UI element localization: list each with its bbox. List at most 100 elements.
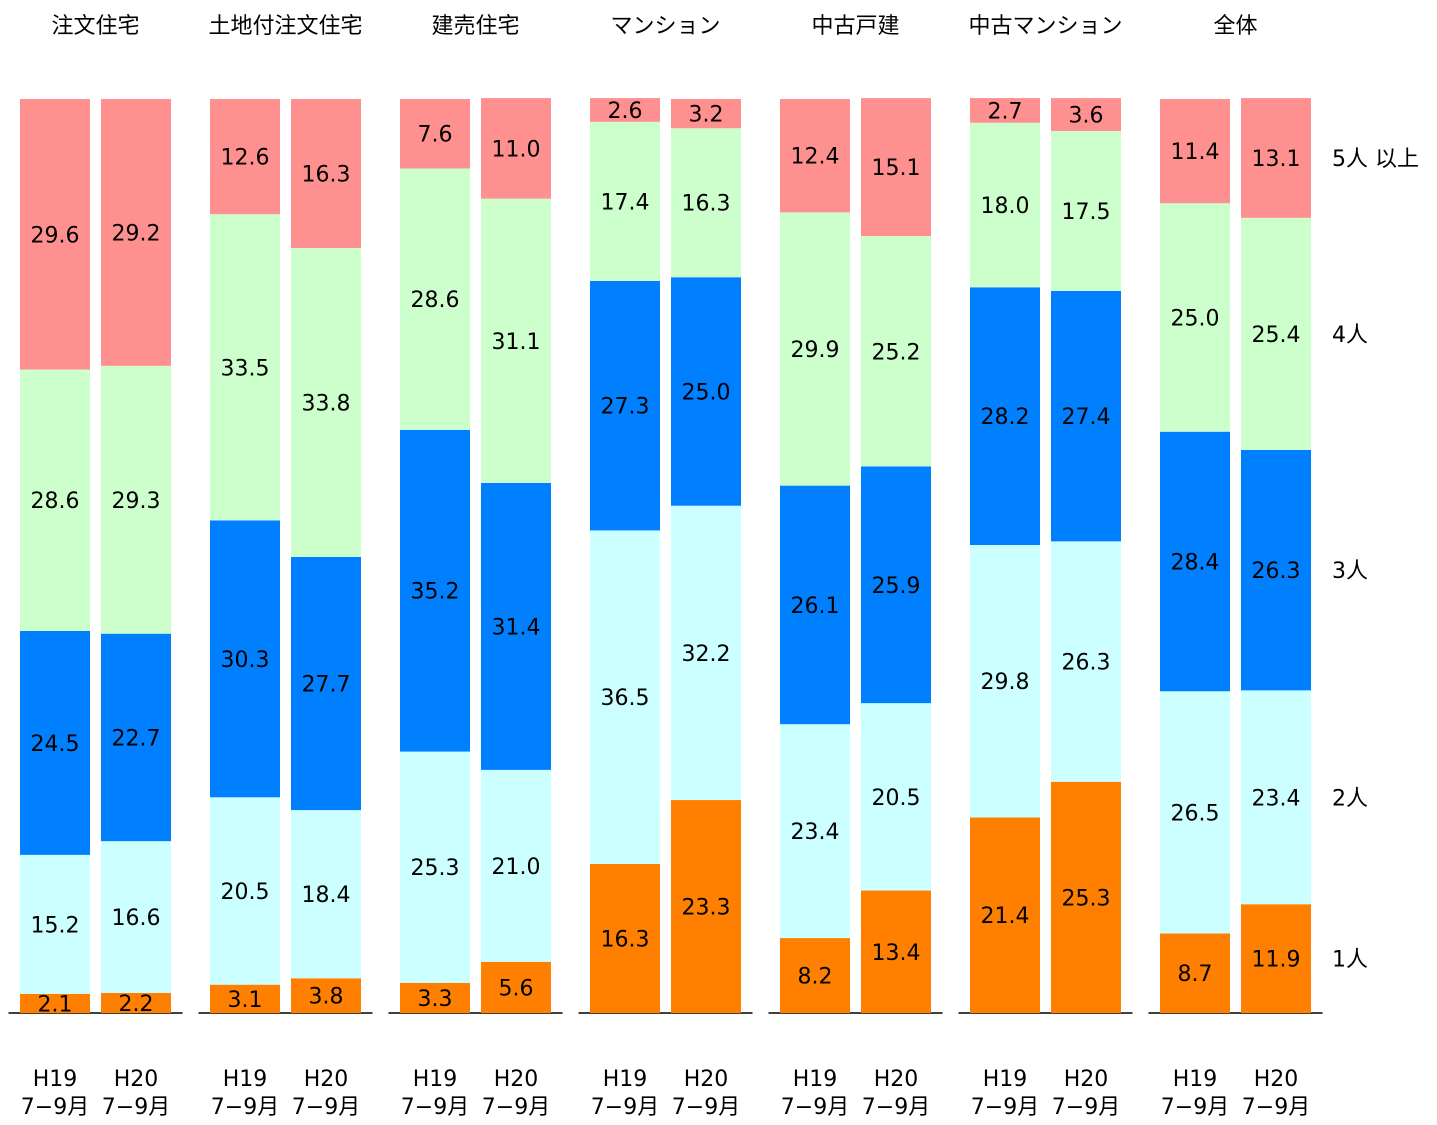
bar-segment <box>590 280 660 531</box>
value-label: 32.2 <box>682 642 731 667</box>
x-tick-label: H20 <box>494 1067 539 1092</box>
bar-segment <box>861 466 931 704</box>
legend-label: 2人 <box>1332 786 1368 811</box>
value-label: 18.0 <box>981 194 1030 219</box>
bar-segment <box>481 769 551 962</box>
value-label: 28.4 <box>1171 550 1220 575</box>
value-label: 27.7 <box>302 673 351 698</box>
bar-segment <box>1051 781 1121 1013</box>
bar-segment <box>291 247 361 557</box>
value-label: 12.4 <box>791 145 840 170</box>
value-label: 8.7 <box>1178 962 1213 987</box>
bar-segment <box>20 630 90 855</box>
value-label: 29.9 <box>791 338 840 363</box>
legend-label: 1人 <box>1332 948 1368 973</box>
bar-segment <box>1160 431 1230 692</box>
x-tick-label: 7−9月 <box>672 1095 740 1120</box>
x-tick-label: H19 <box>413 1067 458 1092</box>
value-label: 3.6 <box>1069 104 1104 129</box>
bar-segment <box>20 369 90 631</box>
bar-segment <box>1160 933 1230 1013</box>
bar-segment <box>780 938 850 1013</box>
value-label: 28.6 <box>31 489 80 514</box>
x-tick-label: 7−9月 <box>482 1095 550 1120</box>
value-label: 25.4 <box>1252 323 1301 348</box>
legend-label: 5人 以上 <box>1332 147 1419 172</box>
value-label: 3.1 <box>228 988 263 1013</box>
value-label: 18.4 <box>302 883 351 908</box>
value-label: 11.4 <box>1171 140 1220 165</box>
bar-segment <box>400 99 470 169</box>
value-label: 2.6 <box>608 99 643 124</box>
value-label: 27.4 <box>1062 405 1111 430</box>
value-label: 24.5 <box>31 732 80 757</box>
value-label: 25.0 <box>1171 306 1220 331</box>
value-label: 17.5 <box>1062 200 1111 225</box>
value-label: 3.3 <box>418 987 453 1012</box>
bar-segment <box>210 214 280 521</box>
bar-segment <box>671 128 741 278</box>
value-label: 26.3 <box>1062 651 1111 676</box>
bar-segment <box>210 99 280 215</box>
bar-segment <box>1160 99 1230 204</box>
bar-segment <box>210 984 280 1013</box>
bar-segment <box>780 724 850 939</box>
value-label: 31.4 <box>492 615 541 640</box>
value-label: 31.1 <box>492 330 541 355</box>
x-tick-label: 7−9月 <box>971 1095 1039 1120</box>
value-label: 25.2 <box>872 340 921 365</box>
x-tick-label: 7−9月 <box>1161 1095 1229 1120</box>
bar-segment <box>101 992 171 1013</box>
bar-segment <box>1160 203 1230 432</box>
x-tick-label: H20 <box>874 1067 919 1092</box>
x-tick-label: H19 <box>33 1067 78 1092</box>
value-label: 13.1 <box>1252 147 1301 172</box>
bar-segment <box>481 482 551 770</box>
group-title: 土地付注文住宅 <box>208 14 362 39</box>
value-label: 25.0 <box>682 380 731 405</box>
value-label: 11.0 <box>492 137 541 162</box>
bar-segment <box>1051 130 1121 291</box>
x-tick-label: 7−9月 <box>102 1095 170 1120</box>
value-label: 2.7 <box>988 99 1023 124</box>
bar-segment <box>400 982 470 1013</box>
value-label: 29.6 <box>31 223 80 248</box>
bar-segment <box>780 99 850 213</box>
value-label: 3.2 <box>689 103 724 128</box>
group-title: 中古戸建 <box>811 14 899 39</box>
x-tick-label: H20 <box>304 1067 349 1092</box>
value-label: 23.3 <box>682 896 731 921</box>
value-label: 26.5 <box>1171 801 1220 826</box>
bar-segment <box>101 841 171 993</box>
x-tick-label: H19 <box>603 1067 648 1092</box>
bar-segment <box>210 797 280 985</box>
x-tick-label: 7−9月 <box>1242 1095 1310 1120</box>
value-label: 28.2 <box>981 405 1030 430</box>
value-label: 25.9 <box>872 574 921 599</box>
bar-segment <box>780 212 850 486</box>
value-label: 21.0 <box>492 855 541 880</box>
value-label: 33.8 <box>302 391 351 416</box>
group-title: 全体 <box>1213 14 1257 39</box>
value-label: 17.4 <box>601 190 650 215</box>
bar-segment <box>20 99 90 370</box>
x-tick-label: H20 <box>1254 1067 1299 1092</box>
bar-segment <box>1241 98 1311 218</box>
bar-segment <box>291 978 361 1013</box>
bar-segment <box>20 854 90 994</box>
x-tick-label: H19 <box>223 1067 268 1092</box>
value-label: 7.6 <box>418 123 453 148</box>
bar-segment <box>861 890 931 1013</box>
value-label: 26.1 <box>791 594 840 619</box>
bar-segment <box>291 810 361 979</box>
bar-segment <box>671 800 741 1013</box>
bar-segment <box>590 121 660 281</box>
legend-label: 4人 <box>1332 323 1368 348</box>
x-tick-label: H19 <box>1173 1067 1218 1092</box>
value-label: 8.2 <box>798 965 833 990</box>
value-label: 29.8 <box>981 670 1030 695</box>
x-tick-label: H19 <box>793 1067 838 1092</box>
group-title: 建売住宅 <box>431 14 519 39</box>
bar-segment <box>1241 904 1311 1013</box>
